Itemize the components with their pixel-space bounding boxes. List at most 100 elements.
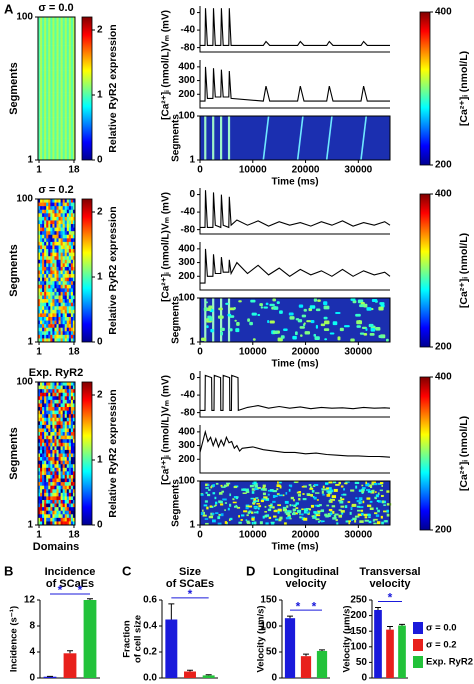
heatmap-cell bbox=[48, 241, 51, 246]
heatmap-cell bbox=[58, 392, 61, 397]
heatmap-cell bbox=[44, 299, 47, 303]
heatmap-cell bbox=[56, 270, 59, 275]
heatmap-cell bbox=[64, 396, 68, 401]
heatmap-cell bbox=[56, 238, 59, 243]
heatmap-cell bbox=[60, 449, 63, 454]
blob bbox=[282, 494, 285, 497]
heatmap-cell bbox=[42, 77, 45, 82]
heatmap-cell bbox=[52, 320, 55, 325]
blob bbox=[217, 522, 222, 526]
blob bbox=[337, 336, 341, 341]
heatmap-cell bbox=[64, 467, 68, 472]
blob bbox=[308, 484, 312, 487]
heatmap-cell bbox=[60, 496, 63, 501]
heatmap-cell bbox=[72, 59, 76, 64]
heatmap-cell bbox=[46, 299, 49, 303]
heatmap-cell bbox=[46, 492, 49, 497]
blob bbox=[369, 333, 375, 336]
heatmap-cell bbox=[42, 306, 45, 311]
heatmap-cell bbox=[66, 20, 70, 25]
heatmap-cell bbox=[46, 231, 49, 236]
heatmap-cell bbox=[52, 439, 55, 444]
heatmap-cell bbox=[66, 460, 70, 465]
blob bbox=[254, 485, 258, 488]
heatmap-cell bbox=[50, 149, 53, 154]
heatmap-cell bbox=[44, 407, 47, 411]
heatmap-cell bbox=[44, 403, 47, 408]
panel-label: A bbox=[4, 1, 14, 16]
heatmap-cell bbox=[72, 102, 76, 107]
heatmap-cell bbox=[54, 109, 57, 114]
blob bbox=[225, 302, 229, 305]
heatmap-cell bbox=[48, 209, 51, 214]
heatmap-cell bbox=[62, 396, 66, 401]
heatmap-cell bbox=[52, 449, 55, 454]
heatmap-cell bbox=[40, 238, 43, 243]
heatmap-cell bbox=[52, 382, 55, 386]
blob bbox=[279, 481, 282, 484]
heatmap-cell bbox=[42, 316, 45, 321]
heatmap-cell bbox=[38, 403, 41, 408]
colorbar-tick-label: 200 bbox=[435, 160, 452, 171]
heatmap-cell bbox=[44, 56, 47, 61]
heatmap-cell bbox=[38, 134, 41, 139]
heatmap-cell bbox=[72, 482, 76, 486]
heatmap-cell bbox=[66, 95, 70, 100]
heatmap-cell bbox=[72, 313, 76, 318]
heatmap-cell bbox=[46, 34, 49, 39]
blob bbox=[307, 493, 312, 496]
x-axis-label: Time (ms) bbox=[271, 542, 318, 553]
heatmap-cell bbox=[60, 302, 63, 307]
blob bbox=[364, 516, 368, 519]
blob bbox=[328, 499, 332, 503]
heatmap-cell bbox=[68, 245, 72, 250]
heatmap-cell bbox=[46, 52, 49, 57]
heatmap-cell bbox=[42, 474, 45, 479]
heatmap-cell bbox=[70, 385, 74, 390]
heatmap-cell bbox=[48, 517, 51, 522]
heatmap-cell bbox=[44, 421, 47, 426]
heatmap-cell bbox=[40, 496, 43, 501]
heatmap-cell bbox=[70, 288, 74, 293]
heatmap-cell bbox=[66, 109, 70, 114]
blob bbox=[321, 490, 324, 494]
chart-title: of SCaEs bbox=[166, 578, 214, 590]
heatmap-cell bbox=[60, 331, 63, 336]
heatmap-cell bbox=[48, 331, 51, 336]
heatmap-cell bbox=[60, 17, 63, 21]
heatmap-cell bbox=[58, 316, 61, 321]
heatmap-cell bbox=[64, 410, 68, 415]
blob bbox=[293, 504, 297, 507]
heatmap-cell bbox=[40, 313, 43, 318]
heatmap-cell bbox=[54, 42, 57, 46]
heatmap-cell bbox=[70, 77, 74, 82]
heatmap-cell bbox=[38, 288, 41, 293]
y-tick-label: 200 bbox=[178, 454, 195, 465]
heatmap-cell bbox=[50, 517, 53, 522]
blob bbox=[277, 508, 282, 512]
heatmap-cell bbox=[66, 81, 70, 86]
blob bbox=[224, 502, 228, 504]
heatmap-cell bbox=[66, 206, 70, 211]
y-tick-label: -80 bbox=[181, 407, 196, 418]
heatmap-cell bbox=[58, 131, 61, 136]
heatmap-cell bbox=[50, 38, 53, 43]
heatmap-cell bbox=[60, 503, 63, 508]
blob bbox=[276, 484, 281, 488]
blob bbox=[326, 487, 330, 490]
heatmap-cell bbox=[46, 302, 49, 307]
heatmap-cell bbox=[54, 127, 57, 132]
heatmap-cell bbox=[50, 34, 53, 39]
blob bbox=[376, 521, 381, 525]
heatmap-cell bbox=[48, 270, 51, 275]
heatmap-cell bbox=[62, 145, 66, 150]
heatmap-cell bbox=[72, 331, 76, 336]
heatmap-cell bbox=[38, 42, 41, 46]
heatmap-cell bbox=[66, 145, 70, 150]
heatmap-cell bbox=[40, 113, 43, 118]
heatmap-cell bbox=[52, 521, 55, 526]
heatmap-cell bbox=[44, 389, 47, 394]
heatmap-cell bbox=[64, 492, 68, 497]
heatmap-cell bbox=[52, 67, 55, 71]
blob bbox=[251, 312, 257, 316]
